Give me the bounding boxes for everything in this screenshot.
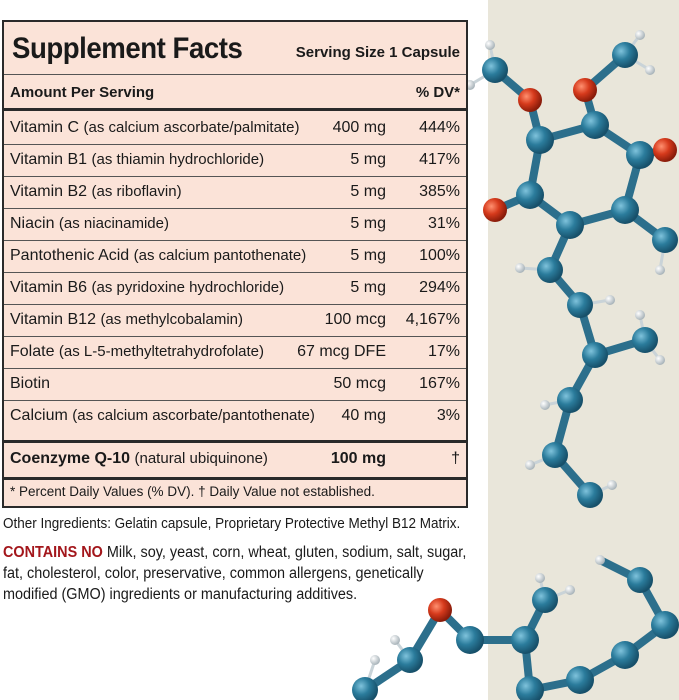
table-row: Vitamin B1 (as thiamin hydrochloride) 5 m…: [4, 144, 466, 177]
nutrient-name: Niacin: [10, 215, 55, 232]
amount: 50 mcg: [333, 375, 386, 392]
nutrient: Vitamin B6 (as pyridoxine hydrochloride): [10, 279, 284, 297]
contains-text: Milk, soy, yeast, corn, wheat, gluten, s…: [3, 544, 467, 603]
nutrient-detail: (as niacinamide): [58, 215, 169, 232]
nutrient-detail: (as L-5-methyltetrahydrofolate): [58, 343, 265, 360]
nutrient: Pantothenic Acid (as calcium pantothenat…: [10, 247, 306, 265]
contains-label: CONTAINS NO: [3, 544, 103, 561]
divider: [4, 74, 466, 75]
nutrient-name: Vitamin C: [10, 119, 80, 136]
daily-value: †: [451, 450, 460, 467]
table-row: Coenzyme Q-10 (natural ubiquinone) 100 mg…: [4, 440, 466, 480]
column-header: % DV*: [415, 84, 460, 101]
supplement-facts-panel: Supplement Facts Serving Size 1 Capsule …: [2, 20, 468, 508]
nutrient-name: Pantothenic Acid: [10, 247, 130, 264]
footnote: * Percent Daily Values (% DV). † Daily V…: [10, 484, 375, 499]
nutrient-name: Vitamin B1: [10, 151, 88, 168]
amount: 5 mg: [350, 151, 386, 168]
table-row: Vitamin C (as calcium ascorbate/palmitat…: [4, 112, 466, 145]
nutrient: Vitamin B12 (as methylcobalamin): [10, 311, 243, 329]
amount: 40 mg: [341, 407, 386, 424]
column-header: Amount Per Serving: [10, 84, 155, 101]
amount: 100 mcg: [324, 311, 386, 328]
table-row: Vitamin B12 (as methylcobalamin) 100 mcg 4…: [4, 304, 466, 337]
nutrient-name: Folate: [10, 343, 55, 360]
daily-value: 167%: [419, 375, 460, 392]
table-row: Biotin 50 mcg 167%: [4, 368, 466, 401]
amount: 5 mg: [350, 247, 386, 264]
nutrient: Vitamin C (as calcium ascorbate/palmitat…: [10, 119, 299, 137]
daily-value: 385%: [419, 183, 460, 200]
daily-value: 417%: [419, 151, 460, 168]
nutrient: Calcium (as calcium ascorbate/pantothena…: [10, 407, 315, 425]
nutrient: Vitamin B1 (as thiamin hydrochloride): [10, 151, 264, 169]
amount: 5 mg: [350, 215, 386, 232]
daily-value: 100%: [419, 247, 460, 264]
nutrient-detail: (as calcium ascorbate/palmitate): [83, 119, 300, 136]
atoms: [352, 30, 679, 700]
nutrient-detail: (as thiamin hydrochloride): [91, 151, 265, 168]
contains-no: CONTAINS NO Milk, soy, yeast, corn, whea…: [3, 542, 468, 605]
nutrient-name: Calcium: [10, 407, 68, 424]
daily-value: 294%: [419, 279, 460, 296]
nutrient-detail: (as calcium ascorbate/pantothenate): [72, 407, 315, 424]
nutrient-name: Vitamin B2: [10, 183, 88, 200]
nutrient-detail: (as riboflavin): [91, 183, 182, 200]
nutrient: Vitamin B2 (as riboflavin): [10, 183, 182, 201]
other-ingredients: Other Ingredients: Gelatin capsule, Prop…: [3, 516, 461, 532]
daily-value: 4,167%: [405, 311, 460, 328]
table-row: Vitamin B2 (as riboflavin) 5 mg 385%: [4, 176, 466, 209]
table-row: Vitamin B6 (as pyridoxine hydrochloride)…: [4, 272, 466, 305]
daily-value: 3%: [436, 407, 460, 424]
amount: 5 mg: [350, 183, 386, 200]
daily-value: 31%: [427, 215, 460, 232]
nutrient: Biotin: [10, 375, 50, 393]
table-row: Niacin (as niacinamide) 5 mg 31%: [4, 208, 466, 241]
nutrient-detail: (as methylcobalamin): [100, 311, 243, 328]
table-row: Calcium (as calcium ascorbate/pantothena…: [4, 400, 466, 432]
nutrient-detail: (as pyridoxine hydrochloride): [91, 279, 285, 296]
serving-size: Serving Size 1 Capsule: [295, 44, 460, 61]
nutrient-detail: (as calcium pantothenate): [133, 247, 307, 264]
nutrient: Coenzyme Q-10 (natural ubiquinone): [10, 450, 268, 468]
amount: 67 mcg DFE: [297, 343, 386, 360]
nutrient-name: Vitamin B6: [10, 279, 88, 296]
nutrient-name: Coenzyme Q-10: [10, 450, 131, 467]
amount: 400 mg: [332, 119, 386, 136]
title: Supplement Facts: [12, 32, 243, 65]
nutrient: Niacin (as niacinamide): [10, 215, 169, 233]
table-row: Folate (as L-5-methyltetrahydrofolate) 67…: [4, 336, 466, 369]
nutrient-detail: (natural ubiquinone): [134, 450, 268, 467]
divider: [4, 108, 466, 111]
nutrient-name: Vitamin B12: [10, 311, 96, 328]
table-row: Pantothenic Acid (as calcium pantothenat…: [4, 240, 466, 273]
daily-value: 17%: [427, 343, 460, 360]
amount: 100 mg: [330, 450, 386, 467]
amount: 5 mg: [350, 279, 386, 296]
nutrient: Folate (as L-5-methyltetrahydrofolate): [10, 343, 264, 361]
nutrient-name: Biotin: [10, 375, 51, 392]
daily-value: 444%: [419, 119, 460, 136]
